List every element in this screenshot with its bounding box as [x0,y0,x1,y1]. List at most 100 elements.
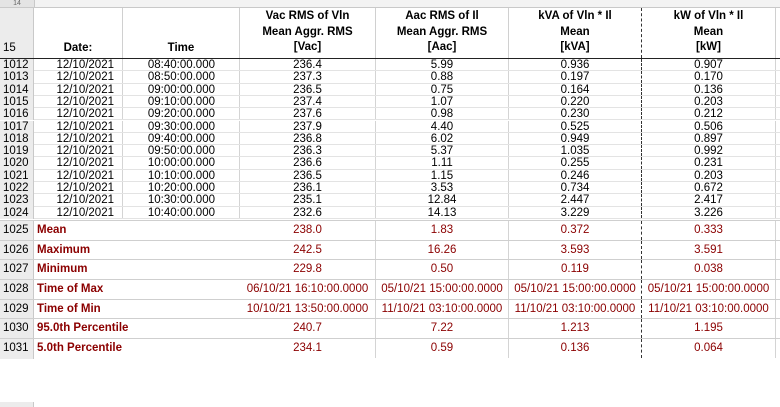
aac-cell[interactable]: 4.40 [376,120,509,132]
kw-cell[interactable]: 0.897 [642,132,776,145]
row-number[interactable]: 1016 [0,108,34,121]
time-cell[interactable]: 10:10:00.000 [123,169,240,181]
date-cell[interactable]: 12/10/2021 [34,145,123,157]
kw-cell[interactable]: 2.417 [642,194,776,206]
date-cell[interactable]: 12/10/2021 [34,59,123,71]
kw-cell[interactable]: 0.136 [642,83,776,95]
kva-cell[interactable]: 0.734 [509,182,642,194]
aac-cell[interactable]: 0.59 [376,339,509,358]
kva-cell[interactable]: 0.119 [509,260,642,279]
kva-cell[interactable]: 3.229 [509,206,642,218]
row-number[interactable]: 1031 [0,339,34,359]
row-number[interactable]: 1026 [0,240,34,261]
time-cell[interactable]: 09:10:00.000 [123,95,240,108]
kva-cell[interactable]: 0.164 [509,83,642,95]
kw-cell[interactable]: 1.195 [642,319,776,339]
date-cell[interactable]: 12/10/2021 [34,169,123,181]
kw-cell[interactable]: 3.226 [642,206,776,218]
row-number[interactable]: 1014 [0,83,34,96]
time-cell[interactable]: 10:00:00.000 [123,157,240,169]
vac-cell[interactable]: 237.3 [240,71,376,83]
date-cell[interactable]: 12/10/2021 [34,95,123,108]
vac-cell[interactable]: 236.8 [240,132,376,145]
vac-cell[interactable]: 10/10/21 13:50:00.0000 [240,299,376,319]
row-number[interactable]: 1029 [0,299,34,320]
kva-cell[interactable]: 0.136 [509,339,642,358]
row-number[interactable]: 1017 [0,120,34,133]
kva-cell[interactable]: 0.525 [509,120,642,132]
row-number[interactable]: 1023 [0,194,34,207]
row-number[interactable]: 1015 [0,95,34,109]
kw-cell[interactable]: 0.038 [642,260,776,279]
vac-cell[interactable]: 237.6 [240,108,376,120]
vac-cell[interactable]: 232.6 [240,206,376,218]
kw-cell[interactable]: 0.064 [642,339,776,358]
row-number[interactable]: 1013 [0,71,34,84]
stat-label[interactable]: 95.0th Percentile [37,322,129,335]
aac-cell[interactable]: 0.88 [376,71,509,83]
aac-cell[interactable]: 5.99 [376,59,509,71]
row-number[interactable]: 1018 [0,132,34,146]
kw-cell[interactable]: 05/10/21 15:00:00.0000 [642,280,776,299]
kva-cell[interactable]: 3.593 [509,240,642,260]
aac-cell[interactable]: 0.50 [376,260,509,279]
kva-cell[interactable]: 1.035 [509,145,642,157]
kw-cell[interactable]: 0.212 [642,108,776,120]
time-cell[interactable]: 09:40:00.000 [123,132,240,145]
kw-cell[interactable]: 11/10/21 03:10:00.0000 [642,299,776,319]
kw-cell[interactable]: 0.333 [642,220,776,240]
row-number[interactable]: 1030 [0,319,34,340]
time-cell[interactable]: 10:30:00.000 [123,194,240,206]
aac-cell[interactable]: 11/10/21 03:10:00.0000 [376,299,509,319]
kva-cell[interactable]: 2.447 [509,194,642,206]
aac-cell[interactable]: 0.75 [376,83,509,95]
kw-cell[interactable]: 0.170 [642,71,776,83]
aac-cell[interactable]: 7.22 [376,319,509,339]
kva-cell[interactable]: 1.213 [509,319,642,339]
aac-cell[interactable]: 1.83 [376,220,509,240]
kw-cell[interactable]: 3.591 [642,240,776,260]
date-cell[interactable]: 12/10/2021 [34,71,123,83]
date-header[interactable]: Date: [34,8,123,58]
time-cell[interactable]: 08:50:00.000 [123,71,240,83]
aac-cell[interactable]: 0.98 [376,108,509,120]
date-cell[interactable]: 12/10/2021 [34,108,123,120]
kw-cell[interactable]: 0.203 [642,169,776,181]
time-header[interactable]: Time [123,8,240,58]
kva-cell[interactable]: 0.230 [509,108,642,120]
date-cell[interactable]: 12/10/2021 [34,83,123,95]
row-number[interactable]: 1020 [0,157,34,170]
kva-cell[interactable]: 11/10/21 03:10:00.0000 [509,299,642,319]
date-cell[interactable]: 12/10/2021 [34,182,123,194]
kw-cell[interactable]: 0.203 [642,95,776,108]
vac-cell[interactable]: 236.5 [240,83,376,95]
kva-cell[interactable]: 0.246 [509,169,642,181]
date-cell[interactable]: 12/10/2021 [34,194,123,206]
kva-cell[interactable]: 0.949 [509,132,642,145]
aac-cell[interactable]: 14.13 [376,206,509,218]
time-cell[interactable]: 09:30:00.000 [123,120,240,132]
stat-label[interactable]: 5.0th Percentile [37,342,123,355]
stat-label[interactable]: Time of Max [37,283,104,295]
vac-cell[interactable]: 236.5 [240,169,376,181]
kw-cell[interactable]: 0.506 [642,120,776,132]
kva-header[interactable]: kVA of Vln * Il Mean [kVA] [509,8,642,58]
stat-label[interactable]: Maximum [37,243,91,256]
row-number[interactable]: 1025 [0,220,34,241]
vac-cell[interactable]: 229.8 [240,260,376,279]
stat-label[interactable]: Time of Min [37,302,101,315]
time-cell[interactable]: 10:40:00.000 [123,206,240,218]
aac-cell[interactable]: 1.07 [376,95,509,108]
date-cell[interactable]: 12/10/2021 [34,206,123,218]
aac-header[interactable]: Aac RMS of Il Mean Aggr. RMS [Aac] [376,8,509,58]
row-number-14[interactable]: 14 [0,0,35,7]
vac-cell[interactable]: 240.7 [240,319,376,339]
row-number-15[interactable]: 15 [0,8,34,58]
stat-label[interactable]: Mean [37,223,67,236]
vac-cell[interactable]: 238.0 [240,220,376,240]
row-number[interactable]: 1012 [0,59,34,72]
date-cell[interactable]: 12/10/2021 [34,157,123,169]
vac-cell[interactable]: 234.1 [240,339,376,358]
row-number[interactable]: 1028 [0,280,34,300]
vac-cell[interactable]: 237.4 [240,95,376,108]
